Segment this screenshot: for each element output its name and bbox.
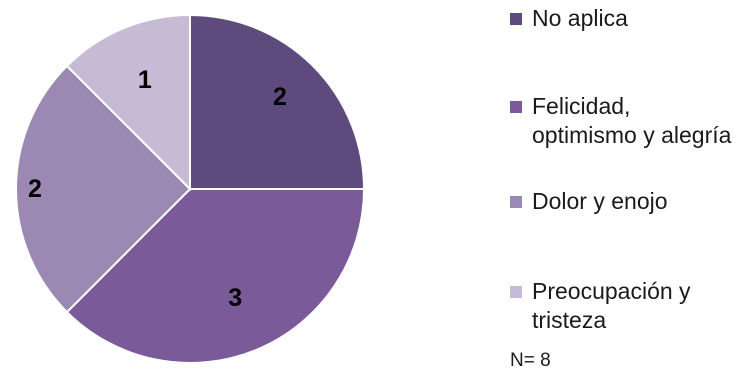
legend-label-1: No aplica [532, 5, 628, 31]
slice-value-label-4: 1 [138, 66, 152, 94]
slice-value-label-2: 3 [228, 284, 242, 312]
pie-slice-4 [65, 13, 191, 192]
slice-value-label-3: 2 [28, 175, 42, 203]
legend-swatch-1 [510, 13, 522, 25]
sample-size-note: N= 8 [510, 350, 551, 371]
pie-slice-2 [65, 188, 366, 364]
legend-label-4: Preocupación y tristeza [532, 278, 691, 333]
pie-chart: 2 3 2 1 [15, 13, 366, 364]
legend-swatch-3 [510, 196, 522, 208]
legend-swatch-2 [510, 101, 522, 113]
slice-value-label-1: 2 [273, 83, 287, 111]
legend-swatch-4 [510, 286, 522, 298]
pie-slice-1 [189, 13, 366, 190]
legend-label-2: Felicidad, optimismo y alegría [532, 93, 732, 148]
legend-label-3: Dolor y enojo [532, 188, 668, 214]
pie-slice-3 [15, 64, 192, 314]
